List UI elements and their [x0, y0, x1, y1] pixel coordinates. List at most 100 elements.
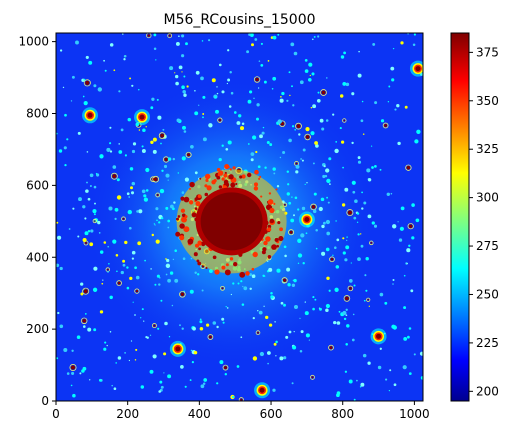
star	[189, 379, 192, 382]
star	[156, 219, 158, 222]
core-saturated	[200, 192, 263, 251]
star	[127, 209, 132, 215]
star	[396, 104, 400, 108]
star	[124, 352, 126, 354]
star	[326, 196, 328, 199]
star	[350, 262, 352, 264]
star	[151, 233, 155, 237]
star	[89, 184, 92, 188]
star	[320, 197, 325, 202]
star	[384, 124, 388, 127]
star	[97, 220, 101, 225]
star	[297, 208, 300, 211]
colorbar-tick-label: 300	[476, 191, 499, 205]
star	[249, 273, 253, 277]
star	[118, 143, 120, 145]
star	[202, 113, 205, 115]
core-speckle	[223, 179, 229, 185]
star	[336, 321, 341, 325]
star	[173, 201, 176, 204]
star	[230, 293, 233, 296]
star-ring	[238, 397, 244, 401]
star	[138, 209, 143, 214]
star	[406, 248, 411, 253]
star	[397, 221, 399, 223]
star	[181, 85, 185, 90]
star	[57, 235, 62, 240]
star	[367, 361, 371, 365]
star	[297, 253, 303, 258]
star	[178, 65, 183, 70]
star	[285, 335, 289, 339]
star	[115, 362, 117, 364]
star	[201, 289, 204, 292]
star	[111, 384, 113, 387]
core-speckle	[197, 194, 202, 198]
star	[344, 370, 348, 373]
star	[297, 262, 300, 265]
core-speckle	[204, 184, 208, 188]
core-speckle	[229, 168, 232, 171]
star	[392, 47, 395, 50]
star	[373, 224, 378, 228]
star	[193, 350, 198, 355]
star	[124, 154, 127, 157]
star	[155, 207, 159, 211]
star	[107, 270, 109, 273]
star	[321, 224, 325, 229]
core-speckle	[204, 192, 209, 197]
star	[181, 71, 183, 73]
star	[313, 35, 316, 38]
star	[167, 260, 169, 262]
star	[281, 91, 285, 96]
core-speckle	[216, 175, 221, 180]
star	[113, 69, 116, 72]
star	[181, 191, 185, 194]
star	[299, 317, 301, 320]
star	[160, 385, 164, 389]
star	[272, 35, 277, 40]
star	[346, 324, 350, 328]
star	[374, 165, 377, 168]
star	[66, 372, 70, 375]
star	[257, 87, 260, 89]
star	[325, 308, 329, 313]
star	[283, 356, 287, 360]
star	[263, 80, 267, 84]
star	[360, 382, 365, 387]
core-speckle	[193, 252, 198, 257]
star	[305, 232, 308, 235]
star	[263, 305, 265, 307]
star	[134, 314, 136, 316]
star	[387, 101, 390, 103]
star	[56, 263, 60, 268]
star	[109, 150, 113, 153]
star	[181, 34, 185, 38]
star	[347, 210, 353, 215]
star	[153, 47, 157, 50]
star	[367, 214, 372, 219]
star	[189, 289, 194, 294]
star	[57, 311, 60, 315]
star	[325, 219, 331, 225]
star	[183, 93, 187, 97]
core-speckle	[258, 177, 261, 180]
star	[122, 217, 125, 220]
star	[311, 72, 315, 76]
star	[389, 369, 392, 372]
star	[138, 129, 141, 131]
star	[132, 301, 134, 303]
star	[379, 347, 382, 350]
star	[120, 128, 124, 132]
star-ring	[121, 216, 126, 222]
star	[194, 90, 196, 92]
star	[141, 308, 144, 311]
star	[336, 391, 341, 395]
star	[172, 157, 176, 161]
star	[122, 33, 124, 35]
star	[89, 173, 94, 178]
star	[97, 87, 102, 92]
star	[370, 242, 373, 244]
star	[203, 378, 208, 382]
star	[104, 69, 107, 72]
